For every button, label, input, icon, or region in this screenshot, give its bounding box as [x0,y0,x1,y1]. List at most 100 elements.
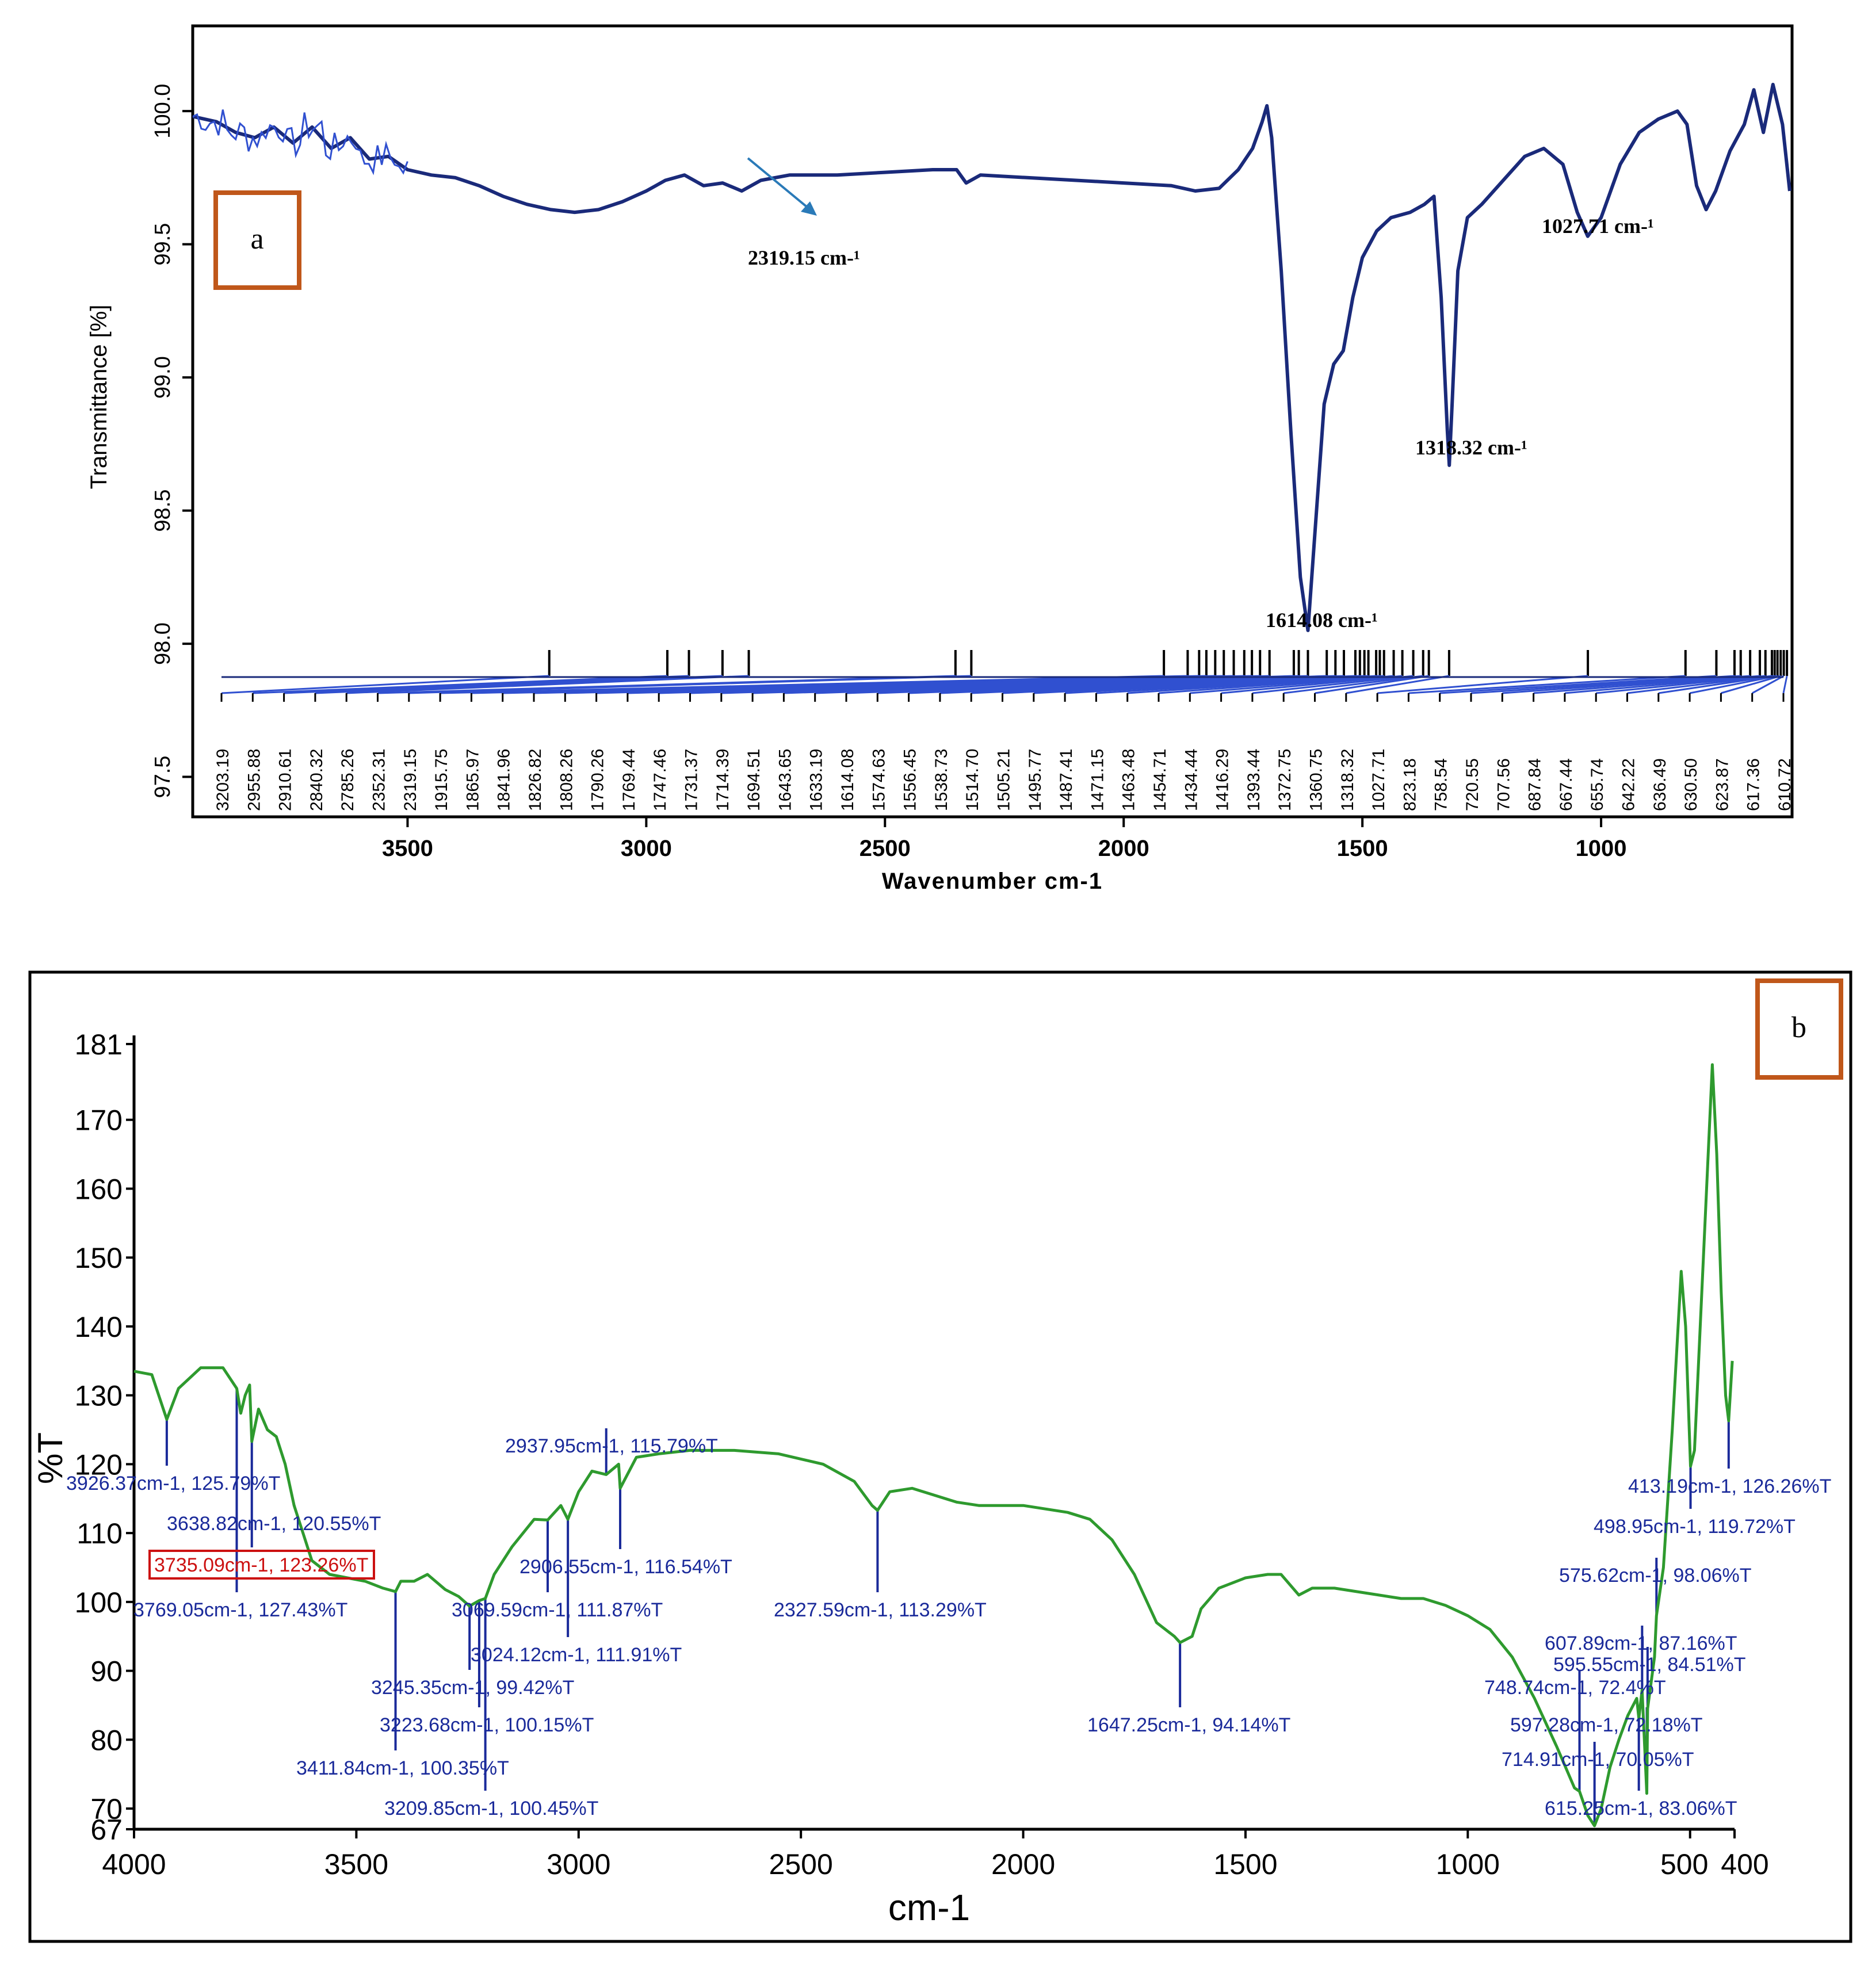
panel-b-y-tick-label: 90 [90,1656,123,1688]
panel-a-peak-table-label: 655.74 [1588,758,1607,811]
panel-b-peak-label: 413.19cm-1, 126.26%T [1628,1475,1831,1497]
panel-a-peak-table-label: 1614.08 [838,749,857,811]
panel-b-y-tick-label: 70 [90,1793,123,1825]
panel-a-x-axis-label: Wavenumber cm-1 [882,869,1103,894]
panel-a-peak-fan-line [1315,675,1429,694]
panel-a-y-tick-label: 97.5 [151,756,175,798]
panel-b-x-tick-label: 2500 [769,1848,833,1880]
panel-a-peak-fan-line [346,675,749,694]
panel-b-y-tick-label: 150 [75,1242,123,1274]
panel-a-peak-fan-line [1689,675,1778,694]
panel-a-peak-table-label: 630.50 [1682,758,1701,811]
panel-b-spectrum-line [133,1063,1734,1828]
panel-a-peak-table-label: 1463.48 [1120,749,1139,811]
panel-a-peak-fan-line [1720,675,1781,694]
panel-a-x-tick-label: 1500 [1337,836,1388,861]
panel-b-peak-label: 597.28cm-1, 72.18%T [1510,1714,1703,1736]
panel-b-peak-label: 595.55cm-1, 84.51%T [1553,1654,1746,1676]
panel-a-peak-fan-line [1252,675,1414,694]
panel-b-label: b [1791,1011,1806,1044]
panel-b-peak-label: 3638.82cm-1, 120.55%T [167,1513,381,1535]
panel-a-peak-table-label: 642.22 [1619,758,1638,811]
panel-a-peak-table-label: 1826.82 [526,749,545,811]
panel-b-peak-label: 3245.35cm-1, 99.42%T [371,1677,574,1699]
panel-a-peak-table-label: 610.72 [1775,758,1794,811]
panel-a-peak-fan-line [1158,675,1384,694]
panel-b-y-tick-label: 100 [75,1586,123,1619]
panel-a-peak-fan-line [221,675,549,694]
panel-a-series [192,82,1791,632]
panel-a-label-box [213,190,301,290]
panel-a-peak-table-label: 1027.71 [1369,749,1388,811]
panel-a-peak-table-label: 2785.26 [338,749,357,811]
panel-a-peak-table-label: 707.56 [1494,758,1513,811]
panel-a-annotation-arrow [747,157,815,214]
panel-a-peak-table-label: 1574.63 [869,749,888,811]
panel-a-peak-table-label: 1434.44 [1182,749,1201,811]
panel-a-peak-table-label: 2955.88 [245,749,263,811]
panel-b-peak-label: 3209.85cm-1, 100.45%T [384,1798,598,1819]
panel-b-x-tick-label: 3000 [547,1848,610,1880]
panel-b-peak-label: 748.74cm-1, 72.4%T [1484,1677,1666,1699]
panel-b-label-box [1755,978,1843,1080]
panel-b-x-tick-label: 1500 [1213,1848,1277,1880]
panel-a-peak-fan-line [284,675,689,694]
panel-a-annotations: 2319.15 cm-¹ 1614.08 cm-¹ 1318.32 cm-¹ 1027… [747,157,1654,632]
panel-b-peak-labels: 3926.37cm-1, 125.79%T 3638.82cm-1, 120.55… [66,1435,1831,1819]
panel-a-spectrum-noise [192,109,408,175]
panel-a-peak-table: 3203.19 2955.88 2910.61 2840.32 2785.26 2352.… [213,650,1794,811]
panel-a-y-tick-label: 99.0 [151,356,175,399]
panel-a-peak-table-label: 1487.41 [1057,749,1076,811]
panel-a-peak-table-label: 2910.61 [276,749,295,811]
panel-a-label: a [250,223,263,255]
panel-a-peak-table-label: 2352.31 [370,749,389,811]
panel-a-peak-table-label: 1694.51 [744,749,763,811]
panel-b-peak-label: 607.89cm-1, 87.16%T [1545,1633,1737,1654]
panel-a-peak-fan-line [1533,675,1751,694]
panel-a-y-tick-label: 98.0 [151,622,175,665]
panel-b-peak-label: 615.25cm-1, 83.06%T [1545,1798,1737,1819]
panel-a-peak-table-label: 1393.44 [1244,749,1263,811]
panel-a-peak-fan-line [1564,675,1760,694]
panel-b-peak-label: 3735.09cm-1, 123.26%T [154,1554,368,1576]
panel-a-x-tick-label: 3000 [621,836,672,861]
panel-a-x-tick-label: 2000 [1098,836,1149,861]
panel-b-peak-label: 2327.59cm-1, 113.29%T [774,1599,987,1621]
panel-b-peak-label: 498.95cm-1, 119.72%T [1594,1516,1796,1538]
panel-a-peak-fan-line [1658,675,1775,694]
panel-a-peak-table-label: 3203.19 [213,749,232,811]
panel-a-peak-table-label: 1769.44 [620,749,639,811]
panel-a-y-axis-label: Transmittance [%] [86,305,112,490]
panel-a-peak-fan-line [1377,675,1588,694]
panel-a-y-axis: 100.0 99.5 99.0 98.5 98.0 97.5 [151,84,193,798]
panel-a-peak-table-label: 623.87 [1713,758,1732,811]
panel-b-x-tick-label: 400 [1721,1848,1768,1880]
panel-a-peak-fan-line [1502,675,1741,694]
panel-a-peak-fan-line [1439,675,1717,694]
panel-a-plot-frame [191,24,1794,819]
panel-a-peak-fan-line [1346,675,1450,694]
panel-b-x-tick-label: 3500 [324,1848,388,1880]
panel-a-y-tick-label: 98.5 [151,490,175,532]
panel-a-peak-table-label: 1633.19 [807,749,826,811]
panel-a-peak-table-label: 720.55 [1463,758,1482,811]
panel-b-y-tick-label: 170 [75,1104,123,1137]
panel-a-peak-table-label: 1505.21 [995,749,1014,811]
panel-a-peak-annotation: 1614.08 cm-¹ [1266,609,1378,632]
panel-b-peak-label: 3926.37cm-1, 125.79%T [66,1473,280,1494]
panel-b-y-axis-label: %T [31,1432,70,1484]
panel-b-highlight-box [148,1550,375,1580]
panel-b-y-tick-label: 130 [75,1380,123,1412]
panel-a-peak-table-label: 1416.29 [1213,749,1232,811]
panel-a-peak-table-label: 1808.26 [557,749,576,811]
panel-b-peak-label: 3769.05cm-1, 127.43%T [133,1599,347,1621]
panel-a-peak-annotation: 1027.71 cm-¹ [1542,215,1654,238]
panel-b-x-tick-label: 4000 [102,1848,166,1880]
panel-a-peak-table-label: 2840.32 [307,749,326,811]
panel-b-y-tick-label: 181 [75,1029,123,1061]
panel-a-peak-fan-line [408,675,972,694]
panel-a-peak-fan-line [1782,675,1788,694]
